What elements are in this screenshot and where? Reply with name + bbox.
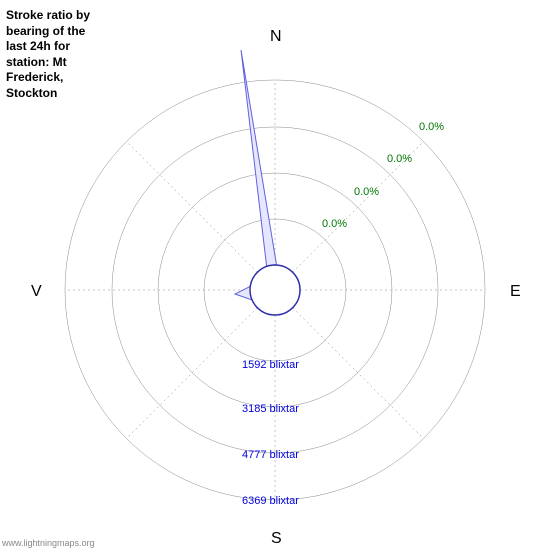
- cardinal-e: E: [510, 283, 521, 301]
- cardinal-s: S: [271, 530, 282, 548]
- grid-spoke: [127, 308, 258, 439]
- count-label: 3185 blixtar: [242, 403, 299, 415]
- attribution: www.lightningmaps.org: [2, 538, 95, 548]
- grid-spoke: [127, 142, 258, 273]
- percent-label: 0.0%: [322, 218, 347, 230]
- grid-spoke: [293, 308, 424, 439]
- chart-title: Stroke ratio by bearing of the last 24h …: [6, 8, 106, 102]
- count-label: 1592 blixtar: [242, 359, 299, 371]
- data-spike: [241, 50, 276, 266]
- count-label: 4777 blixtar: [242, 449, 299, 461]
- percent-label: 0.0%: [354, 186, 379, 198]
- cardinal-n: N: [270, 28, 282, 46]
- count-label: 6369 blixtar: [242, 495, 299, 507]
- cardinal-v: V: [31, 283, 42, 301]
- percent-label: 0.0%: [419, 121, 444, 133]
- center-circle: [250, 265, 300, 315]
- percent-label: 0.0%: [387, 153, 412, 165]
